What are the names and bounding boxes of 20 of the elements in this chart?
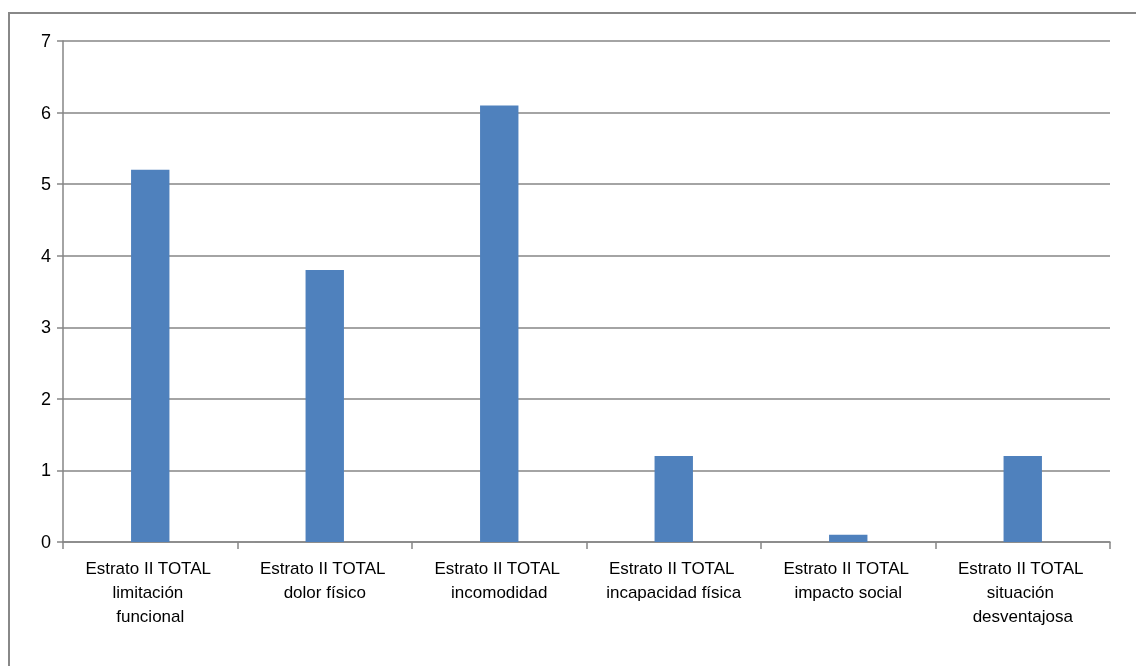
x-tick-label: Estrato II TOTAL limitación funcional — [85, 558, 216, 626]
y-tick-label: 0 — [40, 532, 51, 552]
y-tick-label: 3 — [40, 317, 51, 338]
y-tick-label: 2 — [40, 388, 51, 409]
y-tick-label: 6 — [40, 102, 51, 123]
x-tick-label: Estrato II TOTAL incapacidad física — [606, 558, 742, 602]
bar — [305, 270, 344, 542]
bar — [1003, 456, 1042, 542]
bar — [131, 169, 170, 542]
bar — [654, 456, 693, 542]
y-tick-label: 1 — [40, 460, 51, 481]
x-tick-label: Estrato II TOTAL impacto social — [783, 558, 914, 602]
bar — [829, 534, 868, 542]
x-tick-label: Estrato II TOTAL incomodidad — [434, 558, 565, 602]
y-tick-label: 5 — [40, 174, 51, 195]
x-tick-label: Estrato II TOTAL situación desventajosa — [957, 558, 1088, 626]
x-tick-label: Estrato II TOTAL dolor físico — [259, 558, 390, 602]
bar — [480, 105, 519, 542]
y-tick-label: 7 — [40, 31, 51, 51]
y-tick-label: 4 — [40, 245, 51, 266]
